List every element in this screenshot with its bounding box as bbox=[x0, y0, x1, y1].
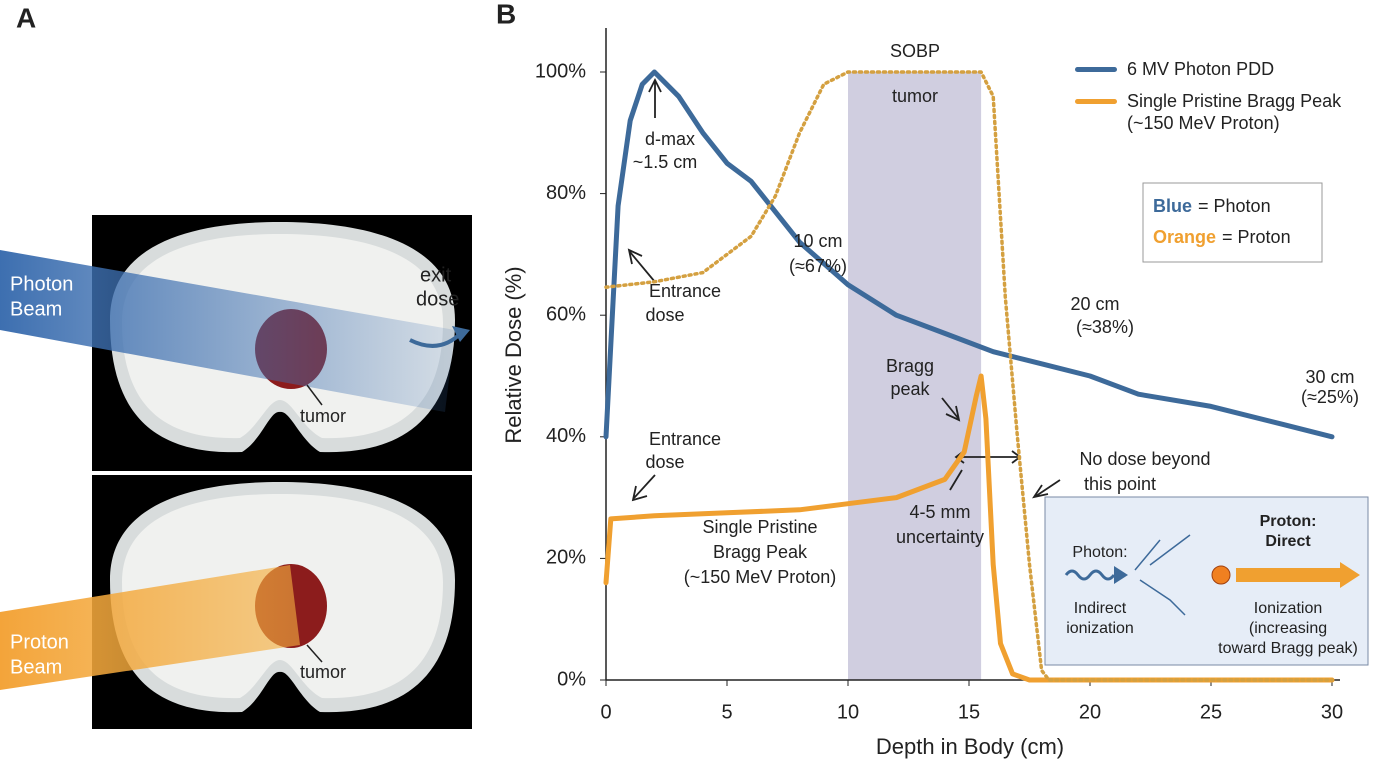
color-key-text: = Proton bbox=[1222, 227, 1291, 247]
annotation: Single Pristine bbox=[702, 517, 817, 537]
y-axis-label: Relative Dose (%) bbox=[501, 266, 526, 443]
annotation: dose bbox=[645, 452, 684, 472]
inset-label: (increasing bbox=[1249, 620, 1327, 637]
pointer bbox=[306, 384, 323, 406]
annotation: peak bbox=[890, 379, 930, 399]
color-key-word: Orange bbox=[1153, 227, 1216, 247]
y-tick-label: 60% bbox=[546, 303, 586, 325]
beam-label: Beam bbox=[10, 656, 62, 678]
x-axis-label: Depth in Body (cm) bbox=[876, 734, 1064, 759]
annotation: 10 cm bbox=[793, 231, 842, 251]
annotation: Bragg bbox=[886, 356, 934, 376]
x-tick-label: 25 bbox=[1200, 701, 1222, 723]
legend-label: Single Pristine Bragg Peak (~150 MeV Pro… bbox=[1127, 91, 1342, 133]
annotation: d-max bbox=[645, 129, 695, 149]
annotation: (~150 MeV Proton) bbox=[684, 567, 837, 587]
y-tick-label: 20% bbox=[546, 547, 586, 569]
series-line bbox=[603, 69, 1335, 440]
inset-label: Ionization bbox=[1254, 600, 1323, 617]
x-tick-label: 15 bbox=[958, 701, 980, 723]
inset-label: ionization bbox=[1066, 620, 1134, 637]
x-tick-label: 5 bbox=[721, 701, 732, 723]
color-key-box bbox=[1142, 182, 1323, 263]
annotation: SOBP bbox=[890, 41, 940, 61]
color-key-entry: Orange = Proton bbox=[1153, 227, 1291, 247]
inset-label: Proton: bbox=[1260, 513, 1317, 530]
annotation: tumor bbox=[892, 86, 938, 106]
inset-art bbox=[1064, 534, 1360, 616]
annotation: Entrance bbox=[649, 281, 721, 301]
legend-entry: 6 MV Photon PDD bbox=[1075, 58, 1315, 80]
x-tick-label: 20 bbox=[1079, 701, 1101, 723]
legend-label: 6 MV Photon PDD bbox=[1127, 59, 1275, 79]
color-key-word: Blue bbox=[1153, 196, 1192, 216]
exit-arrowhead bbox=[452, 326, 470, 342]
color-key-text: = Photon bbox=[1198, 196, 1271, 216]
legend-entry: Single Pristine Bragg Peak (~150 MeV Pro… bbox=[1075, 90, 1341, 134]
panel-label: B bbox=[496, 0, 516, 29]
photon-beam bbox=[0, 250, 455, 412]
annotation: 4-5 mm bbox=[909, 502, 970, 522]
y-tick-label: 0% bbox=[557, 668, 586, 690]
legend: 6 MV Photon PDD Single Pristine Bragg Pea… bbox=[1075, 58, 1341, 144]
annotation: this point bbox=[1084, 474, 1156, 494]
x-tick-label: 30 bbox=[1321, 701, 1343, 723]
panel-label: A bbox=[16, 2, 36, 33]
annotation: dose bbox=[645, 305, 684, 325]
annotation: uncertainty bbox=[896, 527, 984, 547]
annotation: (≈25%) bbox=[1301, 387, 1359, 407]
annotation: 30 cm bbox=[1305, 367, 1354, 387]
x-tick-label: 0 bbox=[600, 701, 611, 723]
y-tick-label: 100% bbox=[535, 60, 586, 82]
annotation: 20 cm bbox=[1070, 294, 1119, 314]
inset-label: toward Bragg peak) bbox=[1218, 640, 1358, 657]
color-key-entry: Blue = Photon bbox=[1153, 196, 1271, 216]
exit-label: exit bbox=[420, 264, 452, 286]
legend-swatch bbox=[1075, 99, 1117, 104]
inset-label: Photon: bbox=[1072, 544, 1127, 561]
annotation: No dose beyond bbox=[1079, 449, 1210, 469]
sobp-region bbox=[848, 72, 982, 680]
legend-swatch bbox=[1075, 67, 1117, 72]
tumor-label: tumor bbox=[300, 662, 346, 682]
annotation: (≈67%) bbox=[789, 256, 847, 276]
beam-label: Photon bbox=[10, 273, 73, 295]
annotation: (≈38%) bbox=[1076, 317, 1134, 337]
beam-label: Proton bbox=[10, 631, 69, 653]
annotation: Entrance bbox=[649, 429, 721, 449]
y-tick-label: 40% bbox=[546, 425, 586, 447]
inset-label: Indirect bbox=[1074, 600, 1127, 617]
x-tick-label: 10 bbox=[837, 701, 859, 723]
inset-label: Direct bbox=[1265, 533, 1311, 550]
tumor-label: tumor bbox=[300, 406, 346, 426]
y-tick-label: 80% bbox=[546, 182, 586, 204]
beam-label: Beam bbox=[10, 298, 62, 320]
pointer bbox=[306, 644, 323, 663]
proton-beam bbox=[0, 565, 300, 690]
annotation: Bragg Peak bbox=[713, 542, 808, 562]
series-line bbox=[603, 373, 1335, 683]
sobp-line bbox=[604, 70, 1334, 682]
exit-label: dose bbox=[416, 288, 459, 310]
annotation: ~1.5 cm bbox=[633, 152, 698, 172]
